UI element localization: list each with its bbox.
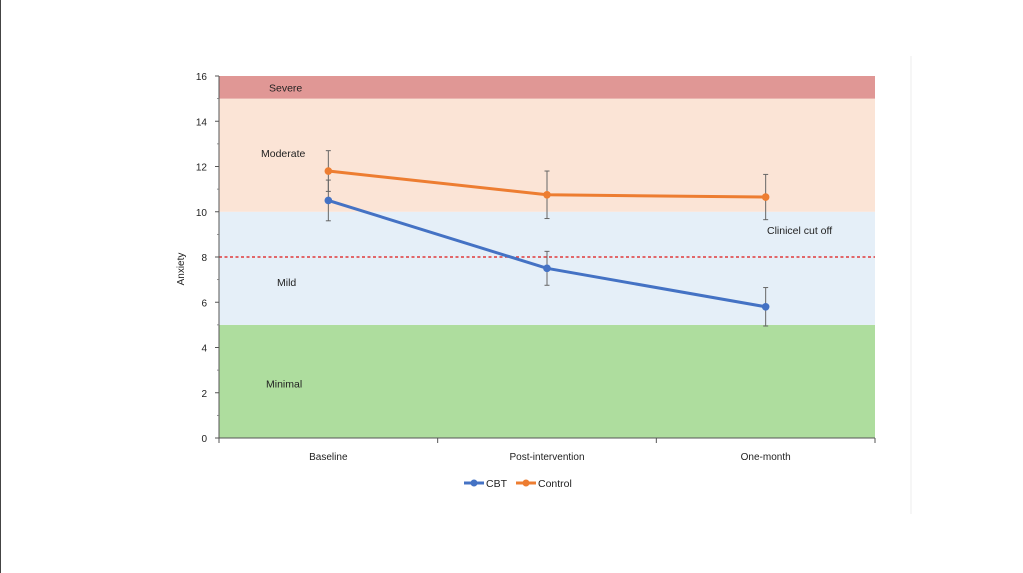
y-tick-label: 2 <box>201 389 207 400</box>
cbt-data-point <box>543 264 551 273</box>
band-label-moderate: Moderate <box>261 148 306 160</box>
y-tick-label: 14 <box>196 117 208 128</box>
x-tick-label: Post-intervention <box>509 452 584 463</box>
legend-control-marker <box>522 479 530 487</box>
band-label-severe: Severe <box>269 82 302 94</box>
y-tick-label: 6 <box>201 298 207 309</box>
control-data-point <box>543 190 551 199</box>
window-edge <box>0 0 1 573</box>
x-tick-label: Baseline <box>309 452 348 463</box>
band-label-mild: Mild <box>277 277 296 289</box>
y-tick-label: 0 <box>201 434 207 445</box>
y-tick-label: 10 <box>196 208 208 219</box>
band-severe <box>219 76 875 99</box>
y-tick-label: 8 <box>201 253 207 264</box>
band-minimal <box>219 324 875 438</box>
clinical-cutoff-label: Clinicel cut off <box>767 225 832 237</box>
band-label-minimal: Minimal <box>266 379 302 391</box>
legend-cbt-label: CBT <box>486 478 508 490</box>
y-tick-label: 4 <box>201 344 207 355</box>
y-axis-title: Anxiety <box>176 253 187 286</box>
x-tick-label: One-month <box>741 452 791 463</box>
cbt-data-point <box>324 196 333 205</box>
legend-control-label: Control <box>538 478 572 490</box>
control-data-point <box>761 193 770 201</box>
y-tick-label: 16 <box>196 72 208 83</box>
control-data-point <box>324 167 333 175</box>
cbt-data-point <box>761 302 770 311</box>
legend-cbt-marker <box>470 479 478 487</box>
y-tick-label: 12 <box>196 163 208 174</box>
